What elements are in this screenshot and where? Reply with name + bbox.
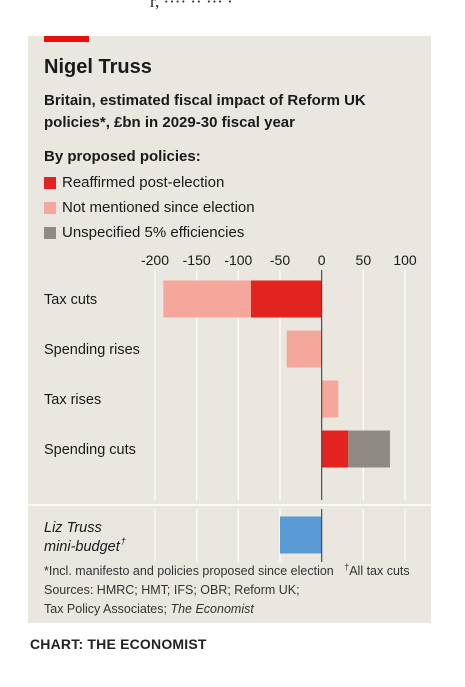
x-tick-label: 0 [318, 252, 326, 268]
category-label: Tax rises [44, 392, 101, 408]
category-label: Spending rises [44, 342, 140, 358]
bar-segment [321, 380, 339, 418]
bar-segment [286, 330, 322, 368]
category-label: Spending cuts [44, 442, 136, 458]
chart-subtitle: Britain, estimated fiscal impact of Refo… [44, 92, 366, 131]
category-label: Tax cuts [44, 292, 97, 308]
chart-title: Nigel Truss [44, 56, 152, 78]
footnote-dagger-text: All tax cuts [349, 564, 410, 579]
footnote-sources: Sources: HMRC; HMT; IFS; OBR; Reform UK; [44, 583, 300, 597]
footnote-source-italic: The Economist [170, 602, 254, 616]
header-text-fragment: r, ···· ·· ··· · [150, 0, 233, 11]
legend-item-not-mentioned: Not mentioned since election [44, 199, 255, 216]
legend-swatch [44, 226, 56, 239]
x-tick-label: 100 [393, 252, 417, 268]
legend-label: Unspecified 5% efficiencies [62, 224, 245, 241]
legend-item-efficiencies: Unspecified 5% efficiencies [44, 224, 244, 241]
bar-segment [163, 280, 251, 318]
footnote-dagger: † [344, 562, 350, 572]
x-tick-label: -150 [183, 252, 211, 268]
footnote-asterisk-text: *Incl. manifesto and policies proposed s… [44, 564, 334, 579]
bar-chart: -200 -150 -100 -50 0 50 100 Tax cuts Spending ri… [28, 252, 431, 562]
chart-credit: CHART: THE ECONOMIST [30, 636, 207, 652]
footnote-source-text: Tax Policy Associates; [44, 602, 171, 616]
comparison-label: mini-budget [44, 539, 121, 555]
comparison-label: Liz Truss [44, 520, 102, 536]
x-tick-label: -200 [141, 252, 169, 268]
legend-swatch [44, 176, 56, 189]
x-tick-label: 50 [356, 252, 372, 268]
comparison-bar [280, 516, 322, 554]
legend-swatch [44, 201, 56, 214]
comparison-label-mark: † [121, 536, 126, 546]
bar-segment [250, 280, 322, 318]
economist-red-tag [44, 36, 89, 42]
legend-label: Reaffirmed post-election [62, 174, 225, 191]
x-tick-label: -100 [224, 252, 252, 268]
legend-item-reaffirmed: Reaffirmed post-election [44, 174, 224, 191]
footnote-definition: *Incl. manifesto and policies proposed s… [44, 562, 410, 578]
footnote-sources-cont: Tax Policy Associates; The Economist [44, 602, 254, 616]
x-tick-label: -50 [270, 252, 290, 268]
legend-title: By proposed policies: [44, 148, 201, 165]
legend-label: Not mentioned since election [62, 199, 255, 216]
bar-segment [321, 430, 349, 468]
bar-segment [348, 430, 390, 468]
chart-panel: Nigel Truss Britain, estimated fiscal im… [28, 36, 431, 623]
